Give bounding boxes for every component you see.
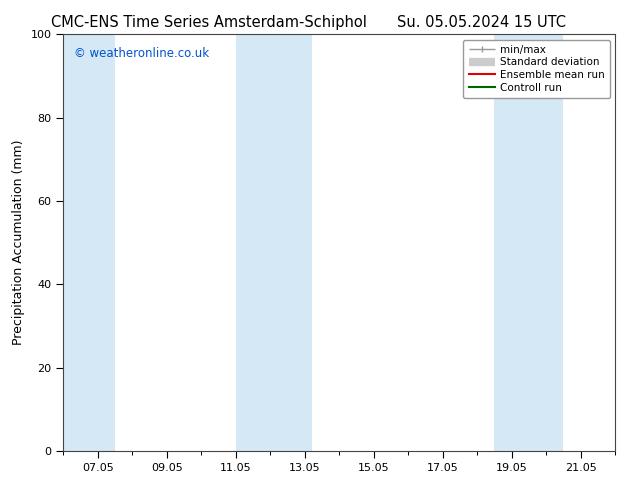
Legend: min/max, Standard deviation, Ensemble mean run, Controll run: min/max, Standard deviation, Ensemble me…: [463, 40, 610, 98]
Bar: [495, 34, 563, 451]
Text: Su. 05.05.2024 15 UTC: Su. 05.05.2024 15 UTC: [398, 15, 566, 30]
Bar: [236, 34, 312, 451]
Text: © weatheronline.co.uk: © weatheronline.co.uk: [74, 47, 210, 60]
Y-axis label: Precipitation Accumulation (mm): Precipitation Accumulation (mm): [12, 140, 25, 345]
Bar: [63, 34, 115, 451]
Text: CMC-ENS Time Series Amsterdam-Schiphol: CMC-ENS Time Series Amsterdam-Schiphol: [51, 15, 367, 30]
